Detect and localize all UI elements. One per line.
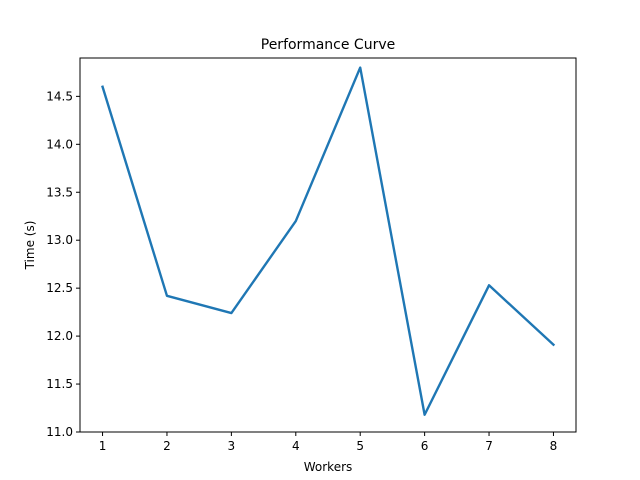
x-tick-label: 5 bbox=[356, 439, 364, 453]
plot-area: 1 2 3 4 5 6 7 8 11.0 11.5 12.0 12.5 13.0 13.5 14.0 14.5 bbox=[46, 57, 577, 453]
x-tick-label: 6 bbox=[421, 439, 429, 453]
x-tick-label: 1 bbox=[99, 439, 107, 453]
y-tick-label: 13.5 bbox=[46, 185, 73, 199]
y-axis-title: Time (s) bbox=[23, 221, 37, 271]
x-tick-label: 7 bbox=[485, 439, 493, 453]
chart-title: Performance Curve bbox=[261, 37, 395, 53]
y-tick-label: 13.0 bbox=[46, 233, 73, 247]
x-tick-label: 4 bbox=[292, 439, 300, 453]
series-line-0 bbox=[101, 66, 556, 416]
y-tick-label: 11.5 bbox=[46, 377, 73, 391]
axes-frame bbox=[79, 57, 577, 433]
y-tick-label: 12.5 bbox=[46, 281, 73, 295]
y-tick-label: 14.0 bbox=[46, 137, 73, 151]
x-tick-label: 8 bbox=[550, 439, 558, 453]
x-tick-label: 3 bbox=[228, 439, 236, 453]
y-tick-label: 11.0 bbox=[46, 425, 73, 439]
x-axis-title: Workers bbox=[304, 460, 353, 474]
x-tick-label: 2 bbox=[163, 439, 171, 453]
y-tick-label: 12.0 bbox=[46, 329, 73, 343]
y-tick-label: 14.5 bbox=[46, 89, 73, 103]
